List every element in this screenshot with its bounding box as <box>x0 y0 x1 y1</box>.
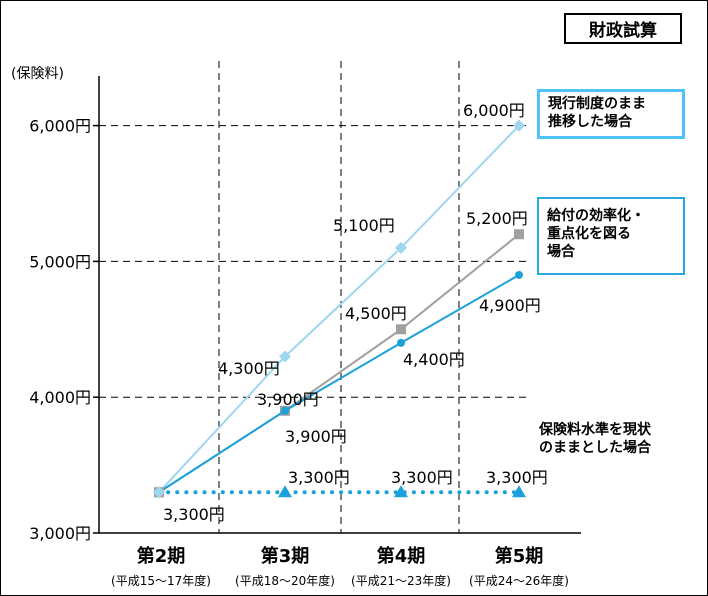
series-2-point-4 <box>514 229 524 240</box>
data-label-series-3-3: 4,400円 <box>403 350 465 369</box>
series-line-3 <box>158 274 520 494</box>
series-4-point-2 <box>278 485 292 498</box>
series-1-point-2 <box>279 350 291 363</box>
start-point-diamond <box>153 486 165 499</box>
data-label-series-4-3: 3,300円 <box>391 468 453 487</box>
legend-efficiency-line-1: 給付の効率化・ <box>547 208 645 224</box>
y-tick-label-3000: 3,000円 <box>29 524 91 543</box>
x-category-label-1: 第2期 <box>137 545 186 567</box>
x-category-sub-4: (平成24～26年度) <box>469 573 569 588</box>
data-label-series-2-4: 5,200円 <box>466 209 528 228</box>
data-label-series-2-3: 4,500円 <box>345 304 407 323</box>
x-category-sub-1: (平成15～17年度) <box>111 573 211 588</box>
legend-efficiency-line-3: 場合 <box>547 244 575 260</box>
legend-current-line-2: 推移した場合 <box>548 114 632 130</box>
x-category-sub-2: (平成18～20年度) <box>235 573 335 588</box>
x-category-label-3: 第4期 <box>377 545 426 567</box>
x-category-label-2: 第3期 <box>261 545 310 567</box>
chart-title: 財政試算 <box>564 13 682 44</box>
x-category-sub-3: (平成21～23年度) <box>351 573 451 588</box>
data-label-series-3-2: 3,900円 <box>285 427 347 446</box>
series-2-point-3 <box>396 324 406 335</box>
data-label-series-4-2: 3,300円 <box>288 468 350 487</box>
y-tick-label-6000: 6,000円 <box>29 117 91 136</box>
legend-flat-premium: 保険料水準を現状 のままとした場合 <box>533 419 693 469</box>
series-4-point-3 <box>394 485 408 498</box>
series-1-point-3 <box>395 241 407 254</box>
data-label-series-3-1: 3,300円 <box>163 505 225 524</box>
data-label-series-4-4: 3,300円 <box>486 468 548 487</box>
data-label-series-1-2: 4,300円 <box>218 359 280 378</box>
legend-efficiency-line-2: 重点化を図る <box>547 226 631 242</box>
series-1-point-4 <box>513 119 525 132</box>
y-tick-label-4000: 4,000円 <box>29 388 91 407</box>
legend-flat-line-2: のままとした場合 <box>539 440 651 456</box>
series-3-point-3 <box>397 338 405 347</box>
data-label-series-1-4: 6,000円 <box>463 101 525 120</box>
data-label-series-3-4: 4,900円 <box>479 296 541 315</box>
y-axis-title: (保険料) <box>11 66 64 82</box>
data-label-series-2-2: 3,900円 <box>257 390 319 409</box>
data-label-series-1-3: 5,100円 <box>333 216 395 235</box>
series-line-2 <box>158 233 520 494</box>
y-tick-label-5000: 5,000円 <box>29 252 91 271</box>
series-3-point-2 <box>281 406 289 415</box>
x-category-label-4: 第5期 <box>495 545 544 567</box>
series-3-point-4 <box>515 270 523 279</box>
series-4-point-4 <box>512 485 526 498</box>
legend-flat-line-1: 保険料水準を現状 <box>539 422 651 438</box>
legend-current-line-1: 現行制度のまま <box>548 96 646 112</box>
legend-efficiency: 給付の効率化・ 重点化を図る 場合 <box>537 197 685 275</box>
series-line-1 <box>158 124 520 493</box>
legend-current-system: 現行制度のまま 推移した場合 <box>537 89 685 139</box>
